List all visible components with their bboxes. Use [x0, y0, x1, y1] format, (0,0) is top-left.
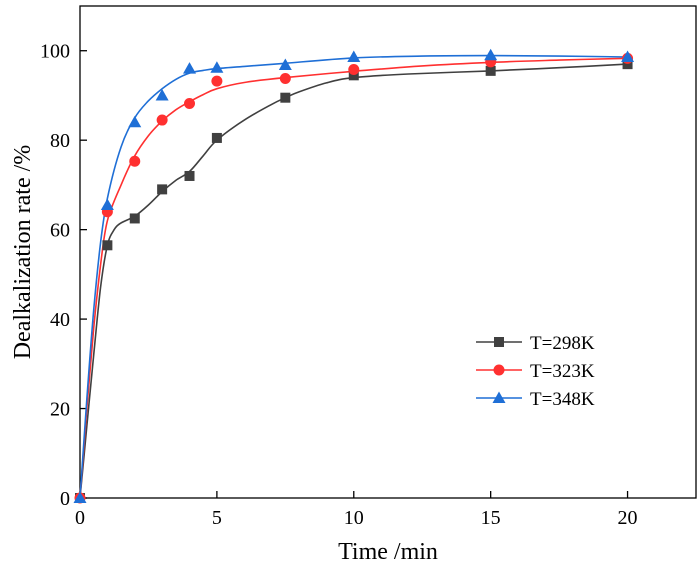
- data-point: [102, 240, 113, 251]
- data-point: [280, 92, 291, 103]
- data-point: [347, 50, 361, 62]
- data-point: [484, 48, 498, 61]
- legend-marker: [492, 391, 506, 403]
- data-point: [100, 198, 114, 211]
- data-point: [621, 50, 635, 62]
- legend: T=298K T=323K T=348K: [476, 333, 595, 410]
- data-point: [622, 59, 633, 70]
- data-point: [183, 62, 197, 74]
- data-point: [184, 170, 195, 181]
- fit-curve-t-298k: [79, 63, 628, 499]
- data-point: [129, 155, 141, 167]
- y-axis: 0 20 40 60 80 100: [40, 41, 87, 510]
- y-tick-label: 0: [60, 488, 70, 510]
- x-tick-label: 20: [618, 507, 638, 529]
- legend-marker: [494, 337, 504, 347]
- data-point: [156, 114, 168, 126]
- data-points: [73, 48, 635, 504]
- data-point: [129, 213, 140, 224]
- x-tick-label: 0: [75, 507, 85, 529]
- x-tick-label: 10: [344, 507, 364, 529]
- data-point: [128, 115, 142, 128]
- data-point: [211, 132, 222, 143]
- data-point: [348, 70, 359, 81]
- x-tick-label: 15: [481, 507, 501, 529]
- y-axis-title: Dealkalization rate /%: [10, 145, 36, 360]
- data-point: [485, 65, 496, 76]
- x-axis-title: Time /min: [338, 539, 438, 565]
- legend-marker: [493, 364, 505, 376]
- fit-curve-t-348k: [79, 54, 628, 499]
- data-point: [155, 88, 169, 101]
- y-tick-label: 100: [40, 41, 70, 63]
- data-point: [157, 184, 168, 195]
- y-tick-label: 80: [50, 130, 70, 152]
- y-tick-label: 20: [50, 399, 70, 421]
- y-tick-label: 40: [50, 309, 70, 331]
- y-tick-label: 60: [50, 220, 70, 242]
- data-point: [348, 64, 360, 76]
- x-axis: 0 5 10 15 20: [75, 491, 638, 529]
- plot-frame: [79, 5, 697, 499]
- x-tick-label: 5: [212, 507, 222, 529]
- data-point: [73, 491, 87, 503]
- data-point: [278, 58, 292, 71]
- legend-label: T=348K: [530, 389, 595, 410]
- data-point: [184, 98, 196, 110]
- data-point: [210, 61, 224, 73]
- data-point: [279, 72, 291, 84]
- legend-label: T=323K: [530, 361, 595, 382]
- legend-label: T=298K: [530, 333, 595, 354]
- data-point: [211, 75, 223, 87]
